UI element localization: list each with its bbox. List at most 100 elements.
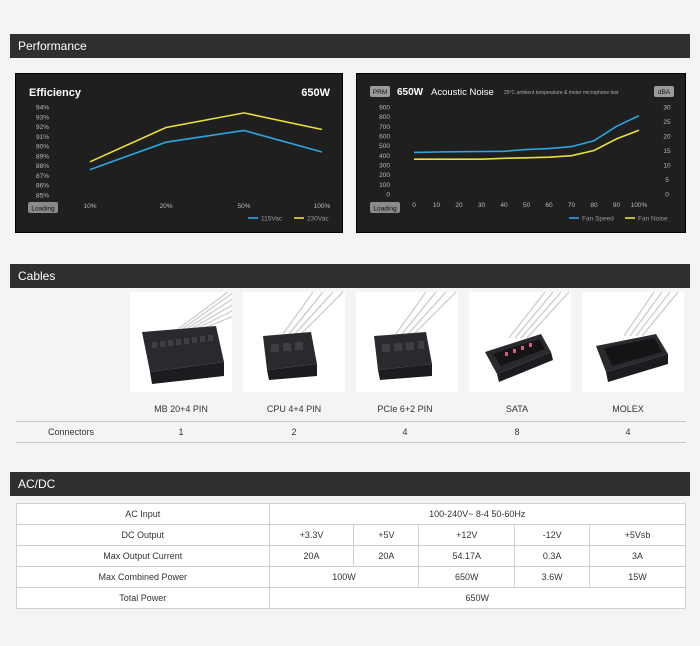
combined-power-low: 100W [268, 566, 420, 588]
legend-label: Fan Noise [638, 216, 668, 223]
x-tick-label: 100% [631, 202, 648, 209]
connector-name: CPU 4+4 PIN [266, 404, 322, 414]
connector-table-divider [16, 442, 686, 443]
y-tick-label: 89% [36, 153, 49, 160]
connector-count: 8 [514, 427, 520, 437]
y-right-tick-label: 10 [663, 163, 671, 170]
acdc-title: AC/DC [18, 477, 56, 491]
efficiency-loading-badge [28, 202, 58, 213]
connector-table-divider [16, 421, 686, 422]
x-tick-label: 50 [523, 202, 531, 209]
y-left-tick-label: 200 [379, 172, 390, 179]
rail-cell: +5V [353, 524, 420, 546]
y-right-tick-label: 5 [665, 177, 669, 184]
total-power-label: Total Power [16, 587, 270, 609]
y-left-tick-label: 300 [379, 163, 390, 170]
y-tick-label: 90% [36, 144, 49, 151]
connector-name: MB 20+4 PIN [154, 404, 208, 414]
x-tick-label: 100% [314, 203, 331, 210]
x-tick-label: 20% [159, 203, 172, 210]
acoustic-note: 25°C ambient temperature & meter microph… [504, 90, 619, 96]
efficiency-chart: Efficiency 650W 94% 93% 92% 91% 90% 89% 88% 87%… [15, 73, 343, 233]
legend-label: Fan Speed [582, 216, 614, 223]
table-row: Max Combined Power 100W 650W 3.6W 15W [16, 566, 686, 588]
current-cell: 20A [268, 545, 355, 567]
combined-power-label: Max Combined Power [16, 566, 270, 588]
prm-tag [370, 86, 390, 97]
table-row: AC Input 100-240V~ 8-4 50-60Hz [16, 503, 687, 525]
x-tick-label: 10 [433, 202, 441, 209]
y-left-tick-label: 400 [379, 153, 390, 160]
acoustic-loading-badge [370, 202, 400, 213]
x-tick-label: 0 [412, 202, 416, 209]
x-tick-label: 80 [590, 202, 598, 209]
y-left-tick-label: 600 [379, 134, 390, 141]
prm-tag-label: PRM [373, 89, 387, 96]
y-tick-label: 86% [36, 183, 49, 190]
x-tick-label: 50% [237, 203, 250, 210]
x-tick-label: 10% [83, 203, 96, 210]
y-tick-label: 94% [36, 105, 49, 112]
y-left-tick-label: 900 [379, 105, 390, 112]
acoustic-loading-label: Loading [373, 206, 397, 213]
current-cell: 54.17A [418, 545, 516, 567]
current-cell: 0.3A [514, 545, 591, 567]
y-tick-label: 92% [36, 124, 49, 131]
combined-power-5vsb: 15W [589, 566, 686, 588]
y-tick-label: 93% [36, 114, 49, 121]
connector-name: SATA [505, 404, 529, 414]
y-right-tick-label: 15 [663, 148, 671, 155]
legend-label: 115Vac [261, 216, 283, 223]
acoustic-title: Acoustic Noise [431, 87, 494, 98]
acoustic-title-wattage: 650W [397, 87, 424, 98]
y-right-tick-label: 0 [665, 192, 669, 199]
x-tick-label: 60 [545, 202, 553, 209]
y-left-tick-label: 700 [379, 124, 390, 131]
dba-badge [654, 86, 674, 97]
legend-label: 230Vac [307, 216, 329, 223]
connector-count: 4 [402, 427, 408, 437]
x-tick-label: 90 [613, 202, 621, 209]
table-row: DC Output +3.3V +5V +12V -12V +5Vsb [16, 524, 686, 546]
x-tick-label: 70 [568, 202, 576, 209]
table-row: Total Power 650W [16, 587, 687, 609]
rail-cell: +5Vsb [589, 524, 686, 546]
dc-output-label: DC Output [16, 524, 270, 546]
connector-count: 4 [625, 427, 631, 437]
connector-images [130, 292, 686, 392]
x-tick-label: 40 [500, 202, 508, 209]
y-left-tick-label: 0 [386, 192, 390, 199]
combined-power-12v: 650W [418, 566, 516, 588]
series-line-fan-speed [413, 114, 640, 154]
connector-name: PCIe 6+2 PIN [377, 404, 433, 414]
cables-title: Cables [18, 269, 56, 283]
connector-count: 2 [291, 427, 297, 437]
performance-title: Performance [18, 39, 87, 53]
mb-connector-image [130, 292, 232, 392]
efficiency-loading-label: Loading [31, 206, 55, 213]
y-left-tick-label: 500 [379, 143, 390, 150]
total-power-value: 650W [268, 587, 687, 609]
rail-cell: -12V [514, 524, 591, 546]
efficiency-wattage: 650W [301, 87, 330, 99]
cpu-connector-image [243, 292, 345, 392]
acdc-spec-table: AC Input 100-240V~ 8-4 50-60Hz DC Output… [16, 503, 687, 609]
acoustic-chart: PRM 650W Acoustic Noise 25°C ambient tem… [356, 73, 686, 233]
y-right-tick-label: 25 [663, 119, 671, 126]
connectors-row-label: Connectors [47, 427, 95, 437]
y-right-tick-label: 20 [663, 134, 671, 141]
cables-header: Cables [10, 264, 690, 288]
y-tick-label: 85% [36, 193, 49, 200]
table-row: Max Output Current 20A 20A 54.17A 0.3A 3… [16, 545, 686, 567]
max-output-label: Max Output Current [16, 545, 270, 567]
connector-name: MOLEX [612, 404, 644, 414]
y-right-tick-label: 30 [663, 105, 671, 112]
connector-count: 1 [178, 427, 184, 437]
current-cell: 20A [353, 545, 420, 567]
ac-input-value: 100-240V~ 8-4 50-60Hz [268, 503, 687, 525]
molex-connector-image [582, 292, 684, 392]
series-line-fan-noise [414, 129, 640, 160]
x-tick-label: 20 [455, 202, 463, 209]
dba-badge-label: dBA [658, 89, 671, 96]
performance-header: Performance [10, 34, 690, 58]
